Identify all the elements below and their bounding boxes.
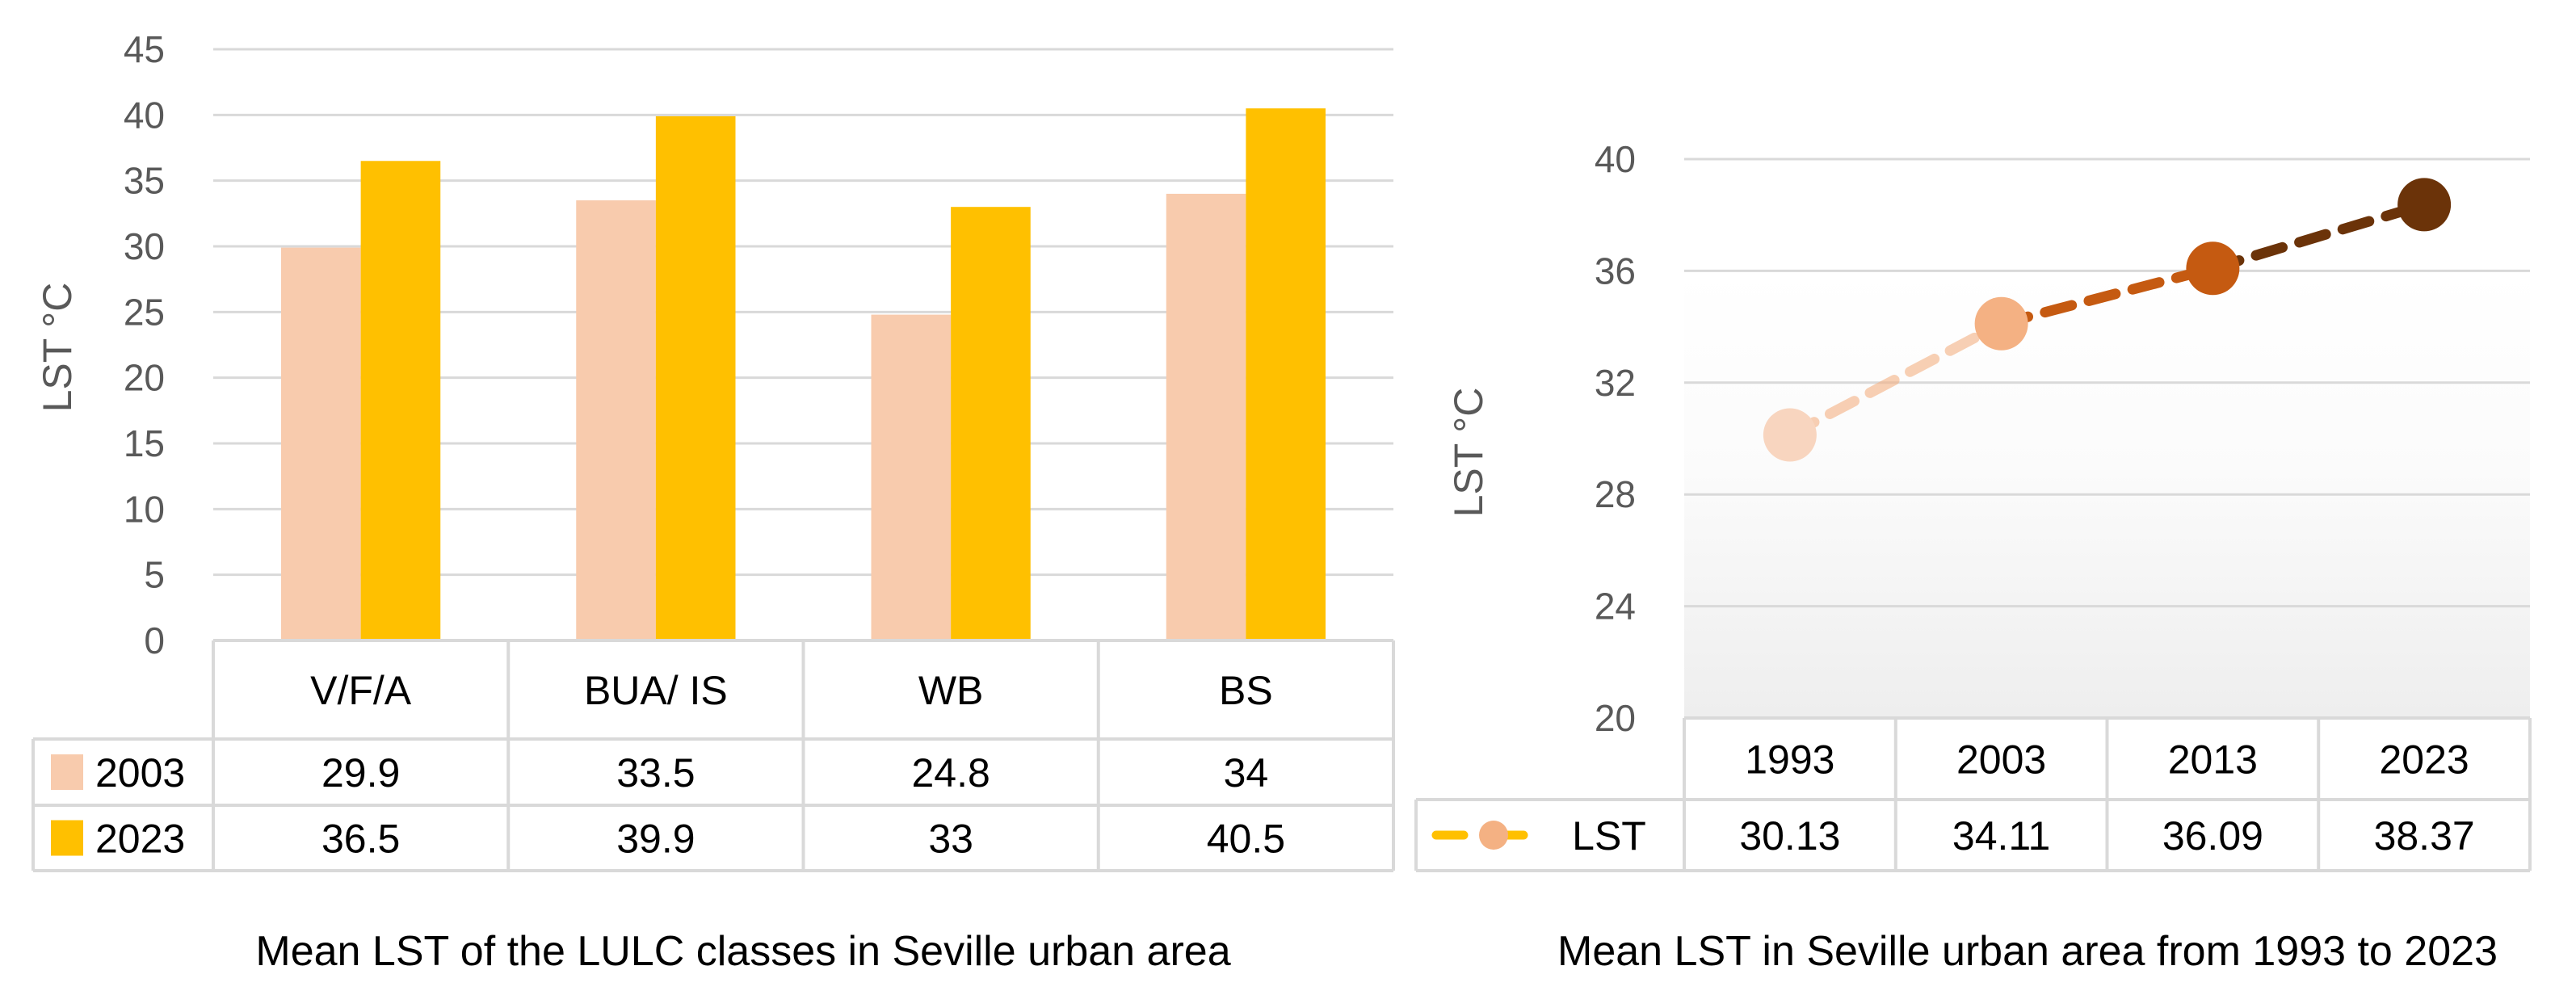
legend-label: 2003 — [95, 750, 185, 796]
bar-2023 — [1246, 108, 1326, 640]
line-chart-lst: LST °C Mean LST in Seville urban area fr… — [1414, 138, 2532, 975]
data-point — [2397, 178, 2452, 232]
bar-2023 — [655, 115, 736, 640]
y-tick-label: 36 — [1595, 250, 1636, 292]
category-label: 2013 — [2168, 737, 2258, 783]
series-line-segment — [2207, 199, 2430, 274]
data-table-value: 34 — [1224, 750, 1269, 796]
data-table-value: 29.9 — [321, 750, 400, 796]
line-chart-caption: Mean LST in Seville urban area from 1993… — [1557, 928, 2498, 975]
bar-2003 — [576, 200, 656, 641]
legend-marker — [1479, 821, 1508, 850]
data-table-value: 33 — [928, 817, 973, 862]
bar-2003 — [871, 314, 952, 640]
y-tick-label: 30 — [124, 225, 165, 267]
y-tick-label: 35 — [124, 160, 165, 202]
data-point — [1974, 296, 2028, 351]
category-label: V/F/A — [310, 668, 412, 713]
category-label: 2003 — [1956, 737, 2046, 783]
bar-chart-y-title: LST °C — [35, 283, 80, 413]
y-tick-label: 24 — [1595, 586, 1636, 628]
data-point — [1763, 408, 1817, 462]
line-chart-y-title: LST °C — [1446, 388, 1491, 518]
y-tick-label: 40 — [1595, 138, 1636, 180]
legend-swatch-2003 — [51, 754, 83, 790]
category-label: BS — [1219, 668, 1273, 713]
y-tick-label: 15 — [124, 422, 165, 464]
data-table-value: 36.09 — [2162, 813, 2263, 859]
bar-chart-lulc: LST °C Mean LST of the LULC classes in S… — [32, 28, 1395, 975]
data-table-value: 34.11 — [1952, 813, 2050, 859]
category-label: WB — [918, 668, 984, 713]
y-tick-label: 10 — [124, 488, 165, 530]
y-tick-label: 20 — [124, 357, 165, 399]
data-table-value: 40.5 — [1207, 817, 1285, 862]
bar-2023 — [360, 161, 441, 640]
y-tick-label: 28 — [1595, 473, 1636, 515]
category-label: BUA/ IS — [584, 668, 728, 713]
category-label: 2023 — [2380, 737, 2469, 783]
legend-label: 2023 — [95, 817, 185, 862]
data-table-value: 38.37 — [2374, 813, 2475, 859]
legend-label: LST — [1572, 813, 1646, 859]
bar-2003 — [1166, 193, 1246, 640]
y-tick-label: 45 — [124, 28, 165, 70]
bar-2023 — [951, 207, 1031, 640]
bar-chart-caption: Mean LST of the LULC classes in Seville … — [255, 928, 1230, 975]
bar-2003 — [281, 247, 361, 640]
data-table-value: 33.5 — [616, 750, 695, 796]
category-label: 1993 — [1745, 737, 1834, 783]
series-line-segment — [1996, 262, 2218, 330]
y-tick-label: 0 — [144, 619, 165, 661]
series-line-segment — [1784, 318, 2007, 441]
data-table-value: 36.5 — [321, 817, 400, 862]
data-table-value: 24.8 — [911, 750, 990, 796]
y-tick-label: 20 — [1595, 697, 1636, 739]
legend-swatch-2023 — [51, 820, 83, 856]
y-tick-label: 32 — [1595, 362, 1636, 404]
data-table-value: 30.13 — [1739, 813, 1840, 859]
data-point — [2186, 241, 2240, 296]
y-tick-label: 25 — [124, 291, 165, 333]
y-tick-label: 40 — [124, 94, 165, 136]
y-tick-label: 5 — [144, 554, 165, 596]
data-table-value: 39.9 — [616, 817, 695, 862]
